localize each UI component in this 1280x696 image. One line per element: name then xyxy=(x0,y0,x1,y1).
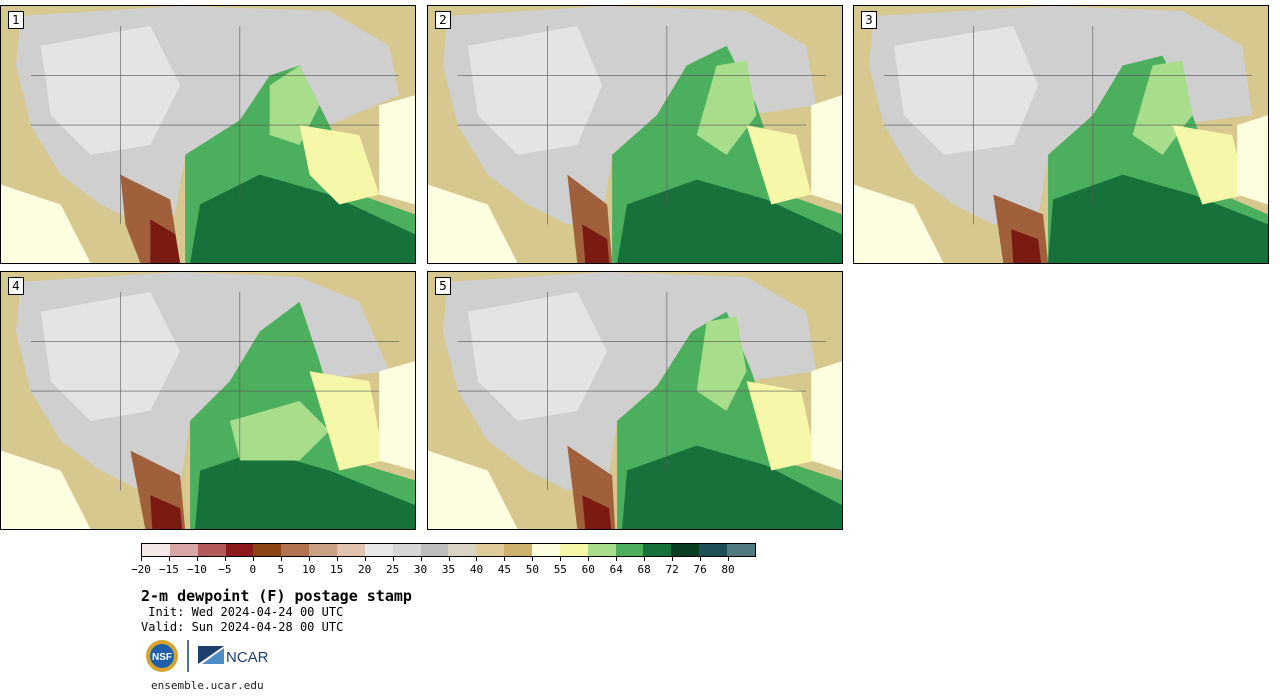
colorbar-tick-label: 30 xyxy=(413,563,428,576)
colorbar-tick xyxy=(588,557,590,561)
map-panel-2: 2 xyxy=(427,5,843,264)
colorbar-tick xyxy=(420,557,422,561)
map-panel-3: 3 xyxy=(853,5,1269,264)
colorbar-swatch xyxy=(309,544,338,556)
logos: NSF NCAR xyxy=(144,638,284,674)
colorbar-swatch xyxy=(392,544,421,556)
panel-number-3: 3 xyxy=(861,11,877,29)
nsf-logo-text: NSF xyxy=(152,652,172,663)
colorbar-swatch xyxy=(448,544,477,556)
colorbar-tick-labels: −20 −15 −10 −5 0 5 10 15 20 25 30 35 40 45 50 55 60 64 68 7… xyxy=(131,557,756,579)
colorbar-tick xyxy=(336,557,338,561)
panel-number-5: 5 xyxy=(435,277,451,295)
map-panel-4: 4 xyxy=(0,271,416,530)
colorbar-swatch xyxy=(420,544,449,556)
colorbar-swatch xyxy=(476,544,505,556)
colorbar-tick xyxy=(280,557,282,561)
colorbar-swatch xyxy=(281,544,310,556)
colorbar-tick-label: 64 xyxy=(609,563,623,576)
colorbar-tick xyxy=(616,557,618,561)
colorbar-tick-label: 55 xyxy=(553,563,567,576)
colorbar-tick xyxy=(224,557,226,561)
colorbar-swatch xyxy=(727,544,755,556)
colorbar-tick xyxy=(532,557,534,561)
colorbar-tick xyxy=(476,557,478,561)
colorbar-tick xyxy=(252,557,254,561)
colorbar-tick xyxy=(168,557,170,561)
colorbar-swatch xyxy=(197,544,226,556)
colorbar-swatch xyxy=(337,544,365,556)
colorbar-tick-label: 0 xyxy=(249,563,257,576)
colorbar-tick xyxy=(700,557,702,561)
colorbar-swatch xyxy=(532,544,560,556)
dewpoint-map-2 xyxy=(428,6,842,263)
colorbar-swatch xyxy=(364,544,393,556)
colorbar-tick-label: −20 xyxy=(131,563,151,576)
ncar-logo-text: NCAR xyxy=(226,649,269,666)
colorbar-tick xyxy=(504,557,506,561)
colorbar-tick-label: 10 xyxy=(302,563,316,576)
colorbar-tick xyxy=(560,557,562,561)
colorbar-swatch xyxy=(169,544,198,556)
colorbar-tick-label: 5 xyxy=(277,563,285,576)
colorbar-tick xyxy=(644,557,646,561)
colorbar-swatch xyxy=(504,544,533,556)
colorbar-tick xyxy=(141,557,142,561)
colorbar-tick-label: −15 xyxy=(159,563,179,576)
dewpoint-map-3 xyxy=(854,6,1268,263)
colorbar-tick-label: 15 xyxy=(330,563,344,576)
colorbar-tick xyxy=(672,557,674,561)
site-url: ensemble.ucar.edu xyxy=(151,679,264,692)
colorbar-tick-label: 50 xyxy=(525,563,539,576)
colorbar-tick xyxy=(392,557,394,561)
colorbar-swatch xyxy=(225,544,254,556)
colorbar-swatch xyxy=(643,544,672,556)
colorbar-swatch xyxy=(559,544,588,556)
colorbar-tick-label: 25 xyxy=(385,563,400,576)
colorbar-tick xyxy=(448,557,450,561)
init-time: Init: Wed 2024-04-24 00 UTC xyxy=(141,605,344,619)
colorbar-tick-label: 68 xyxy=(637,563,651,576)
colorbar-tick-label: −5 xyxy=(218,563,232,576)
map-panel-1: 1 xyxy=(0,5,416,264)
dewpoint-map-5 xyxy=(428,272,842,529)
colorbar-tick xyxy=(196,557,198,561)
valid-time: Valid: Sun 2024-04-28 00 UTC xyxy=(141,620,344,634)
colorbar-swatch xyxy=(587,544,616,556)
panel-number-4: 4 xyxy=(8,277,24,295)
colorbar-tick-label: 45 xyxy=(497,563,512,576)
ncar-logo-icon: NCAR xyxy=(198,646,269,666)
colorbar-tick-label: 35 xyxy=(441,563,456,576)
colorbar-tick-label: 20 xyxy=(358,563,372,576)
colorbar-tick-label: 76 xyxy=(693,563,707,576)
colorbar-tick-label: −10 xyxy=(186,563,207,576)
colorbar-swatch xyxy=(671,544,700,556)
colorbar-swatch xyxy=(699,544,728,556)
dewpoint-map-4 xyxy=(1,272,415,529)
nsf-logo-icon: NSF xyxy=(146,640,178,672)
colorbar-swatch xyxy=(253,544,282,556)
colorbar-tick xyxy=(308,557,310,561)
colorbar-swatch xyxy=(142,544,170,556)
colorbar-tick-label: 40 xyxy=(469,563,484,576)
colorbar-tick-label: 80 xyxy=(721,563,735,576)
map-panel-5: 5 xyxy=(427,271,843,530)
panel-number-2: 2 xyxy=(435,11,451,29)
product-title: 2-m dewpoint (F) postage stamp xyxy=(141,587,412,605)
dewpoint-colorbar xyxy=(141,543,756,557)
colorbar-tick xyxy=(728,557,730,561)
colorbar-tick xyxy=(364,557,366,561)
nsf-ncar-logos: NSF NCAR xyxy=(146,640,269,672)
panel-number-1: 1 xyxy=(8,11,24,29)
dewpoint-map-1 xyxy=(1,6,415,263)
colorbar-tick-label: 60 xyxy=(581,563,595,576)
colorbar-tick-label: 72 xyxy=(665,563,679,576)
colorbar-swatch xyxy=(615,544,644,556)
